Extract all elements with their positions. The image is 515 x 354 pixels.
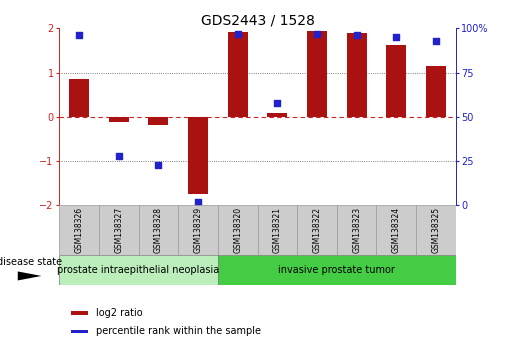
Bar: [228, 32, 248, 117]
Point: [114, 153, 123, 159]
Point: [392, 34, 401, 40]
Text: GSM138321: GSM138321: [273, 207, 282, 253]
Text: percentile rank within the sample: percentile rank within the sample: [96, 326, 261, 337]
Bar: [307, 32, 327, 117]
Text: GSM138326: GSM138326: [75, 207, 83, 253]
Bar: [59, 255, 218, 285]
Point: [273, 100, 281, 105]
Text: invasive prostate tumor: invasive prostate tumor: [279, 265, 395, 275]
Bar: [267, 113, 287, 117]
Point: [75, 33, 83, 38]
Bar: [426, 66, 446, 117]
Bar: [178, 205, 218, 255]
Point: [352, 33, 360, 38]
Bar: [71, 312, 88, 315]
Bar: [258, 205, 297, 255]
Title: GDS2443 / 1528: GDS2443 / 1528: [200, 13, 315, 27]
Point: [154, 162, 163, 167]
Bar: [99, 205, 139, 255]
Text: GSM138324: GSM138324: [392, 207, 401, 253]
Text: GSM138320: GSM138320: [233, 207, 242, 253]
Bar: [416, 205, 456, 255]
Text: GSM138325: GSM138325: [432, 207, 440, 253]
Bar: [109, 117, 129, 122]
Point: [194, 199, 202, 205]
Bar: [386, 45, 406, 117]
Point: [234, 31, 242, 36]
Bar: [218, 255, 456, 285]
Bar: [347, 33, 367, 117]
Bar: [69, 79, 89, 117]
Bar: [139, 205, 178, 255]
Bar: [59, 205, 99, 255]
Point: [313, 31, 321, 36]
Text: GSM138329: GSM138329: [194, 207, 202, 253]
Text: GSM138322: GSM138322: [313, 207, 321, 253]
Text: disease state: disease state: [0, 257, 62, 267]
Bar: [337, 205, 376, 255]
Bar: [218, 205, 258, 255]
Bar: [376, 205, 416, 255]
Bar: [297, 205, 337, 255]
Bar: [188, 117, 208, 194]
Point: [432, 38, 440, 44]
Text: GSM138328: GSM138328: [154, 207, 163, 253]
Text: GSM138327: GSM138327: [114, 207, 123, 253]
Text: log2 ratio: log2 ratio: [96, 308, 142, 318]
Text: prostate intraepithelial neoplasia: prostate intraepithelial neoplasia: [57, 265, 220, 275]
Text: GSM138323: GSM138323: [352, 207, 361, 253]
Bar: [148, 117, 168, 125]
Bar: [71, 330, 88, 333]
Polygon shape: [18, 272, 41, 280]
